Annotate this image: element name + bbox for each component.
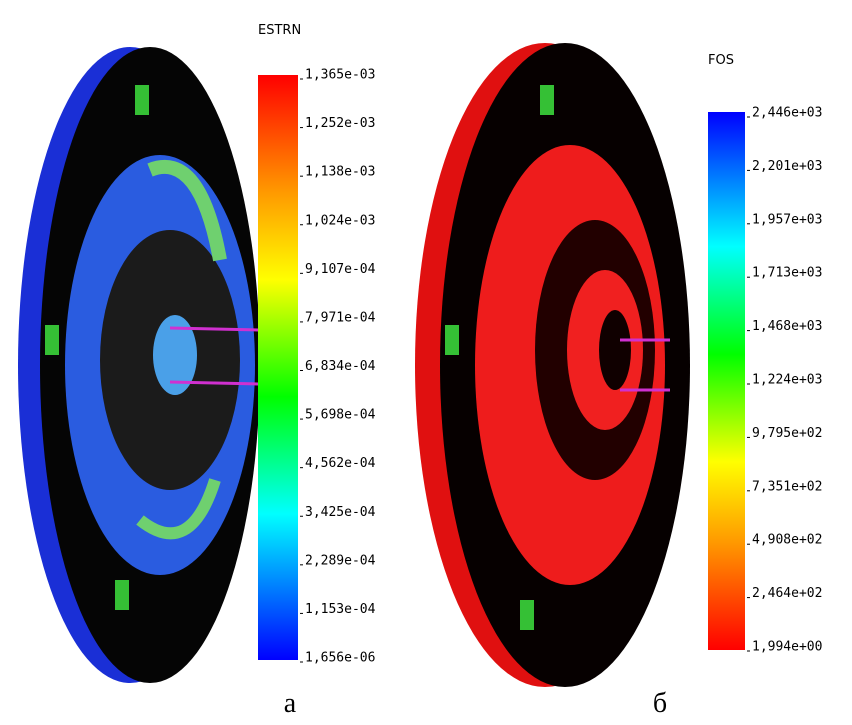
- legend-title: FOS: [708, 53, 734, 68]
- legend-label: 9,795e+02: [752, 426, 822, 441]
- legend-label: 1,365e-03: [305, 68, 375, 83]
- legend-label: 1,252e-03: [305, 116, 375, 131]
- legend-label: 7,351e+02: [752, 479, 822, 494]
- legend-label: 4,562e-04: [305, 456, 376, 471]
- legend-title: ESTRN: [258, 23, 301, 38]
- legend-label: 1,153e-04: [305, 602, 376, 617]
- legend-label: 1,994e+00: [752, 640, 822, 655]
- color-bar: [258, 75, 298, 660]
- caption: а: [284, 688, 297, 719]
- caption: б: [653, 688, 667, 719]
- legend-label: 1,468e+03: [752, 319, 822, 334]
- legend-label: 1,957e+03: [752, 212, 822, 227]
- legend-label: 2,446e+03: [752, 106, 822, 121]
- legend-label: 1,713e+03: [752, 266, 822, 281]
- model-right: [415, 43, 690, 687]
- legend-label: 5,698e-04: [305, 408, 376, 423]
- legend-label: 2,289e-04: [305, 553, 376, 568]
- legend-label: 7,971e-04: [305, 310, 376, 325]
- color-bar: [708, 112, 745, 650]
- legend-label: 2,201e+03: [752, 159, 822, 174]
- legend-label: 1,024e-03: [305, 213, 375, 228]
- legend-label: 1,224e+03: [752, 373, 822, 388]
- legend-label: 6,834e-04: [305, 359, 376, 374]
- legend-label: 1,138e-03: [305, 165, 375, 180]
- legend-label: 9,107e-04: [305, 262, 376, 277]
- legend-label: 4,908e+02: [752, 533, 822, 548]
- figure: ESTRN FOS а б 1,365e-03 1,252e-03 1,138e-0…: [0, 0, 852, 725]
- legend-label: 3,425e-04: [305, 505, 376, 520]
- legend-label: 2,464e+02: [752, 586, 822, 601]
- model-left: [18, 47, 260, 683]
- legend-label: 1,656e-06: [305, 651, 375, 666]
